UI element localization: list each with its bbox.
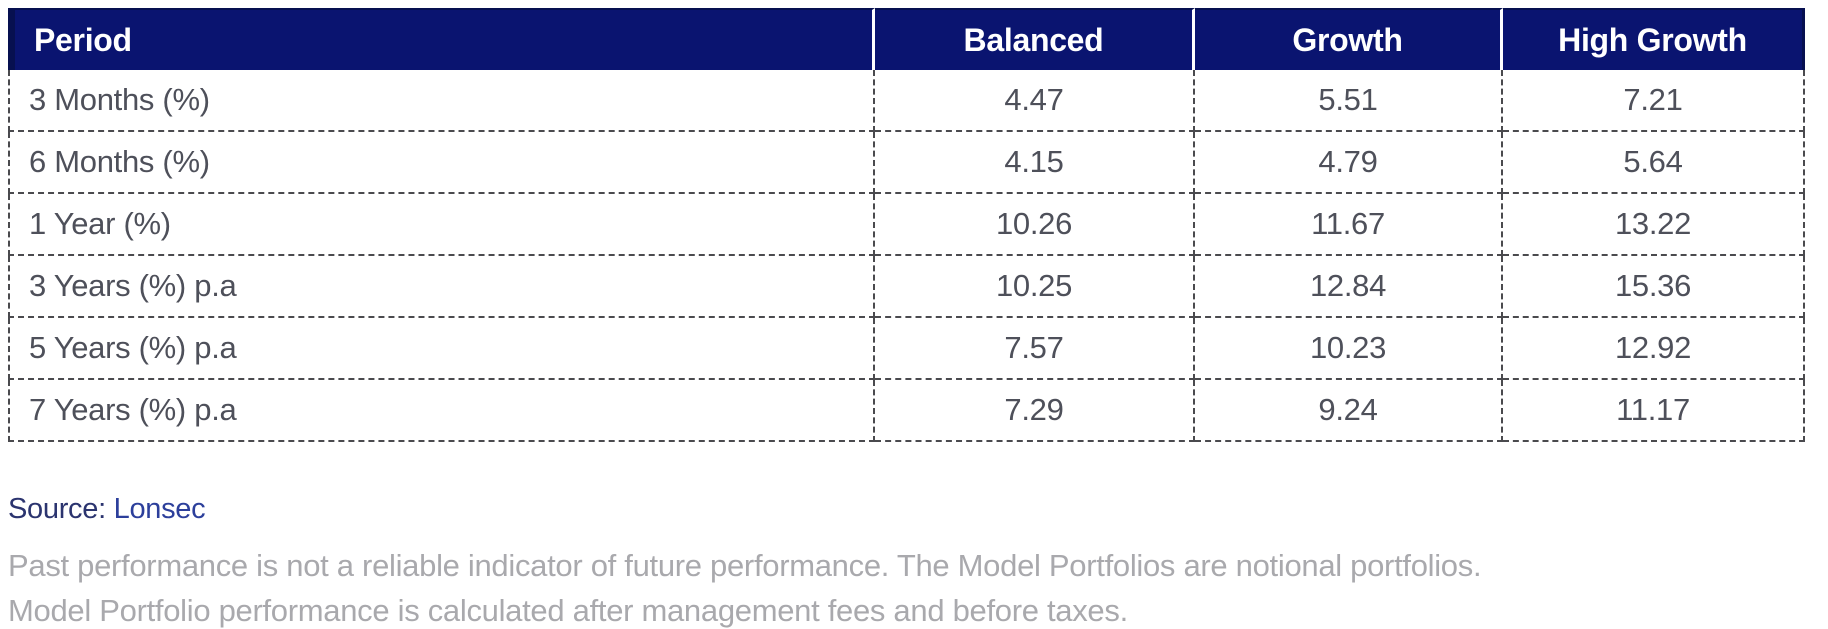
value-cell: 13.22 <box>1503 194 1805 256</box>
period-cell: 1 Year (%) <box>8 194 875 256</box>
footnotes: Source: Lonsec Past performance is not a… <box>8 492 1788 629</box>
disclaimer-line-1: Past performance is not a reliable indic… <box>8 548 1482 583</box>
value-cell: 7.57 <box>875 318 1195 380</box>
header-row: Period Balanced Growth High Growth <box>8 8 1805 70</box>
value-cell: 5.64 <box>1503 132 1805 194</box>
period-cell: 3 Years (%) p.a <box>8 256 875 318</box>
source-label: Source: <box>8 493 106 525</box>
disclaimer: Past performance is not a reliable indic… <box>8 543 1788 629</box>
value-cell: 7.21 <box>1503 70 1805 132</box>
value-cell: 4.79 <box>1195 132 1503 194</box>
period-cell: 7 Years (%) p.a <box>8 380 875 442</box>
value-cell: 5.51 <box>1195 70 1503 132</box>
period-cell: 5 Years (%) p.a <box>8 318 875 380</box>
value-cell: 4.47 <box>875 70 1195 132</box>
period-cell: 3 Months (%) <box>8 70 875 132</box>
table-row: 3 Years (%) p.a 10.25 12.84 15.36 <box>8 256 1805 318</box>
value-cell: 11.67 <box>1195 194 1503 256</box>
source-line: Source: Lonsec <box>8 492 1788 526</box>
period-cell: 6 Months (%) <box>8 132 875 194</box>
table-row: 5 Years (%) p.a 7.57 10.23 12.92 <box>8 318 1805 380</box>
table-row: 1 Year (%) 10.26 11.67 13.22 <box>8 194 1805 256</box>
column-header-period: Period <box>8 8 875 70</box>
column-header-high-growth: High Growth <box>1503 8 1805 70</box>
table-row: 6 Months (%) 4.15 4.79 5.64 <box>8 132 1805 194</box>
value-cell: 10.25 <box>875 256 1195 318</box>
value-cell: 10.23 <box>1195 318 1503 380</box>
value-cell: 11.17 <box>1503 380 1805 442</box>
value-cell: 15.36 <box>1503 256 1805 318</box>
table-row: 3 Months (%) 4.47 5.51 7.21 <box>8 70 1805 132</box>
value-cell: 4.15 <box>875 132 1195 194</box>
value-cell: 9.24 <box>1195 380 1503 442</box>
table-row: 7 Years (%) p.a 7.29 9.24 11.17 <box>8 380 1805 442</box>
column-header-balanced: Balanced <box>875 8 1195 70</box>
value-cell: 12.84 <box>1195 256 1503 318</box>
value-cell: 7.29 <box>875 380 1195 442</box>
column-header-growth: Growth <box>1195 8 1503 70</box>
source-link-lonsec[interactable]: Lonsec <box>113 493 206 525</box>
value-cell: 12.92 <box>1503 318 1805 380</box>
value-cell: 10.26 <box>875 194 1195 256</box>
performance-table: Period Balanced Growth High Growth 3 Mon… <box>8 8 1805 442</box>
disclaimer-line-2: Model Portfolio performance is calculate… <box>8 593 1128 628</box>
